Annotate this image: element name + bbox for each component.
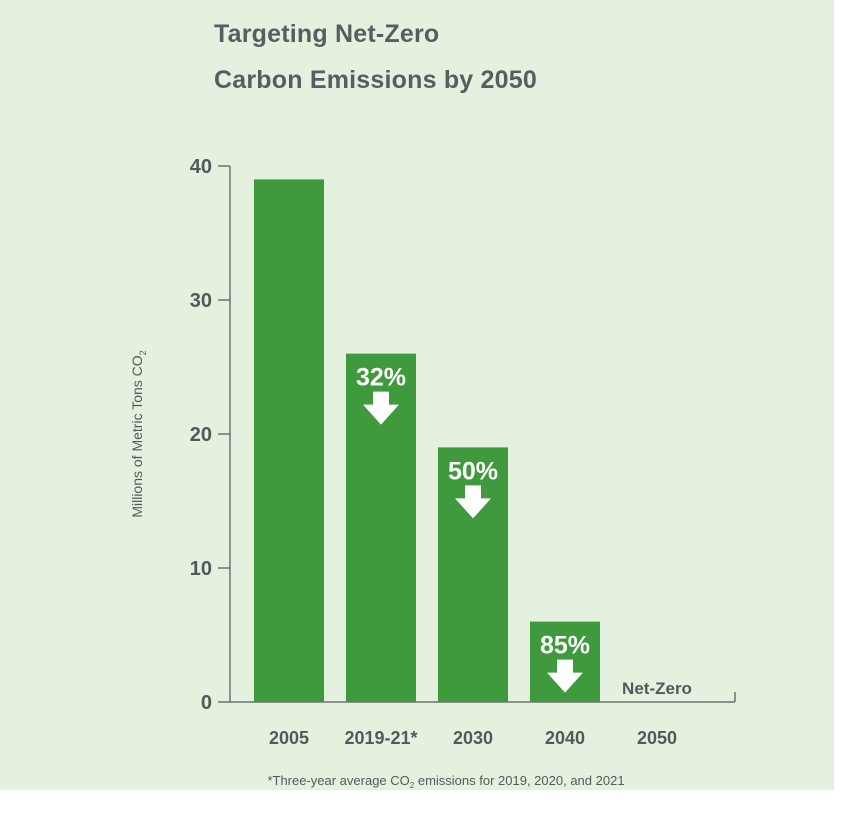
bar	[254, 179, 324, 702]
reduction-label: 32%	[356, 364, 406, 392]
reduction-label: 50%	[448, 457, 498, 485]
y-tick-label: 40	[190, 156, 212, 178]
y-tick-label: 20	[190, 424, 212, 446]
category-label: 2040	[545, 728, 585, 748]
down-arrow-icon	[455, 485, 491, 519]
y-axis-title: Millions of Metric Tons CO2	[129, 350, 148, 517]
y-tick-label: 0	[201, 692, 212, 714]
y-tick-label: 30	[190, 290, 212, 312]
category-label: 2005	[269, 728, 309, 748]
y-tick-label: 10	[190, 558, 212, 580]
chart-title-line-2: Carbon Emissions by 2050	[214, 66, 537, 94]
chart-panel: Targeting Net-Zero Carbon Emissions by 2…	[0, 0, 834, 790]
y-axis-title-subscript: 2	[138, 350, 148, 355]
footnote-text-end: emissions for 2019, 2020, and 2021	[414, 773, 624, 788]
footnote: *Three-year average CO2 emissions for 20…	[267, 773, 624, 790]
down-arrow-icon	[363, 391, 399, 425]
category-label: 2050	[637, 728, 677, 748]
category-label: 2019-21*	[344, 728, 417, 748]
reduction-label: 85%	[540, 632, 590, 660]
down-arrow-icon	[547, 659, 583, 693]
footnote-subscript: 2	[410, 781, 415, 790]
net-zero-label: Net-Zero	[622, 679, 692, 698]
category-label: 2030	[453, 728, 493, 748]
y-axis-title-text: Millions of Metric Tons CO	[129, 355, 145, 517]
chart-title-line-1: Targeting Net-Zero	[214, 20, 440, 48]
footnote-text-start: *Three-year average CO	[267, 773, 409, 788]
